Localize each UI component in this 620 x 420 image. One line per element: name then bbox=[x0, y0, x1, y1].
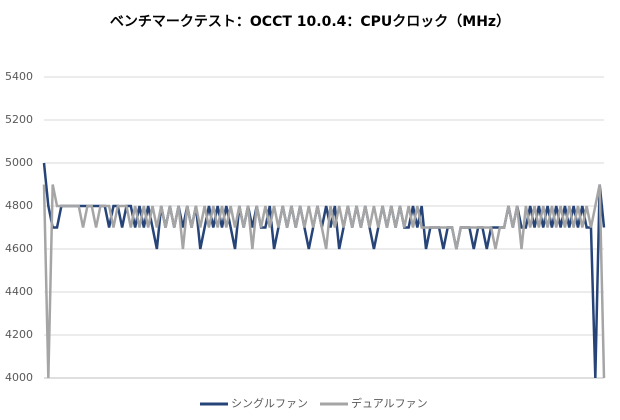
y-tick-label: 5200 bbox=[5, 113, 33, 126]
legend-label: シングルファン bbox=[231, 396, 308, 410]
y-tick-label: 5400 bbox=[5, 70, 33, 83]
chart-title: ベンチマークテスト：OCCT 10.0.4：CPUクロック（MHz） bbox=[110, 14, 510, 30]
y-tick-label: 4400 bbox=[5, 285, 33, 298]
legend-label: デュアルファン bbox=[351, 396, 428, 410]
y-tick-label: 4600 bbox=[5, 242, 33, 255]
y-tick-label: 4200 bbox=[5, 328, 33, 341]
y-tick-label: 5000 bbox=[5, 156, 33, 169]
y-tick-label: 4800 bbox=[5, 199, 33, 212]
y-tick-label: 4000 bbox=[5, 371, 33, 384]
line-series bbox=[42, 184, 606, 379]
